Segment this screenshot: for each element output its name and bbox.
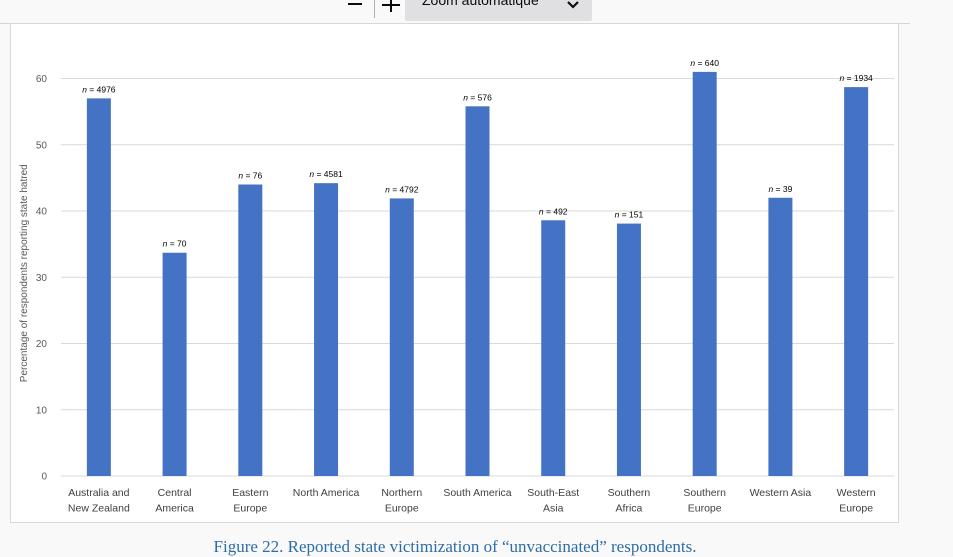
x-tick-label: Western Asia: [750, 487, 812, 499]
minus-icon: [348, 3, 362, 5]
bar: [541, 220, 566, 476]
x-tick-label: Australia and New Zealand: [68, 487, 130, 515]
bar: [314, 183, 339, 477]
pdf-page: 0 10 20 30 40 50 60 Percentage of respondents r…: [10, 23, 899, 523]
y-tick-label: 0: [41, 472, 47, 483]
bar: [86, 98, 111, 476]
data-label: n = 4581: [309, 169, 343, 179]
bar: [692, 71, 717, 476]
data-label: n = 4976: [82, 84, 116, 94]
y-tick-label: 10: [36, 405, 48, 416]
chevron-down-icon: [567, 1, 579, 9]
x-tick-label: Southern Africa: [608, 487, 651, 515]
zoom-in-button[interactable]: [376, 0, 406, 20]
y-tick-label: 40: [36, 207, 48, 218]
data-label: n = 492: [539, 206, 568, 216]
x-tick-label: North America: [293, 487, 360, 499]
data-label: n = 39: [768, 184, 792, 194]
y-axis-label: Percentage of respondents reporting stat…: [19, 164, 30, 382]
bar: [465, 106, 490, 476]
y-tick-label: 30: [36, 273, 48, 284]
data-label: n = 76: [238, 171, 262, 181]
zoom-select-value: Zoom automatique: [422, 0, 539, 8]
data-label: n = 1934: [839, 73, 873, 83]
x-tick-label: Eastern Europe: [232, 487, 268, 515]
figure-caption: Figure 22. Reported state victimization …: [213, 537, 697, 556]
data-label: n = 151: [615, 210, 644, 220]
x-tick-label: South-East Asia: [527, 487, 579, 515]
bar-chart: 0 10 20 30 40 50 60 Percentage of respondents r…: [19, 58, 894, 515]
y-tick-label: 60: [36, 74, 48, 85]
plus-icon: [382, 0, 400, 12]
bar: [162, 252, 187, 476]
zoom-out-button[interactable]: [340, 0, 370, 20]
x-tick-label: Central America: [155, 487, 194, 515]
toolbar-separator: [374, 0, 375, 18]
data-label: n = 640: [690, 58, 719, 68]
x-tick-label: Western Europe: [837, 487, 876, 515]
viewer-margin: [910, 23, 953, 523]
data-label: n = 4792: [385, 184, 419, 194]
y-tick-label: 20: [36, 339, 48, 350]
bar: [238, 184, 263, 476]
bar: [844, 87, 869, 477]
y-tick-label: 50: [36, 140, 48, 151]
bar: [389, 198, 414, 476]
bar: [616, 223, 641, 476]
zoom-select[interactable]: Zoom automatique: [405, 0, 592, 21]
x-tick-label: South America: [443, 487, 511, 499]
pdf-toolbar: Zoom automatique: [0, 0, 953, 24]
x-tick-label: Southern Europe: [683, 487, 726, 515]
x-tick-label: Northern Europe: [381, 487, 422, 515]
bar: [768, 197, 793, 476]
data-label: n = 70: [163, 239, 187, 249]
data-label: n = 576: [463, 92, 492, 102]
